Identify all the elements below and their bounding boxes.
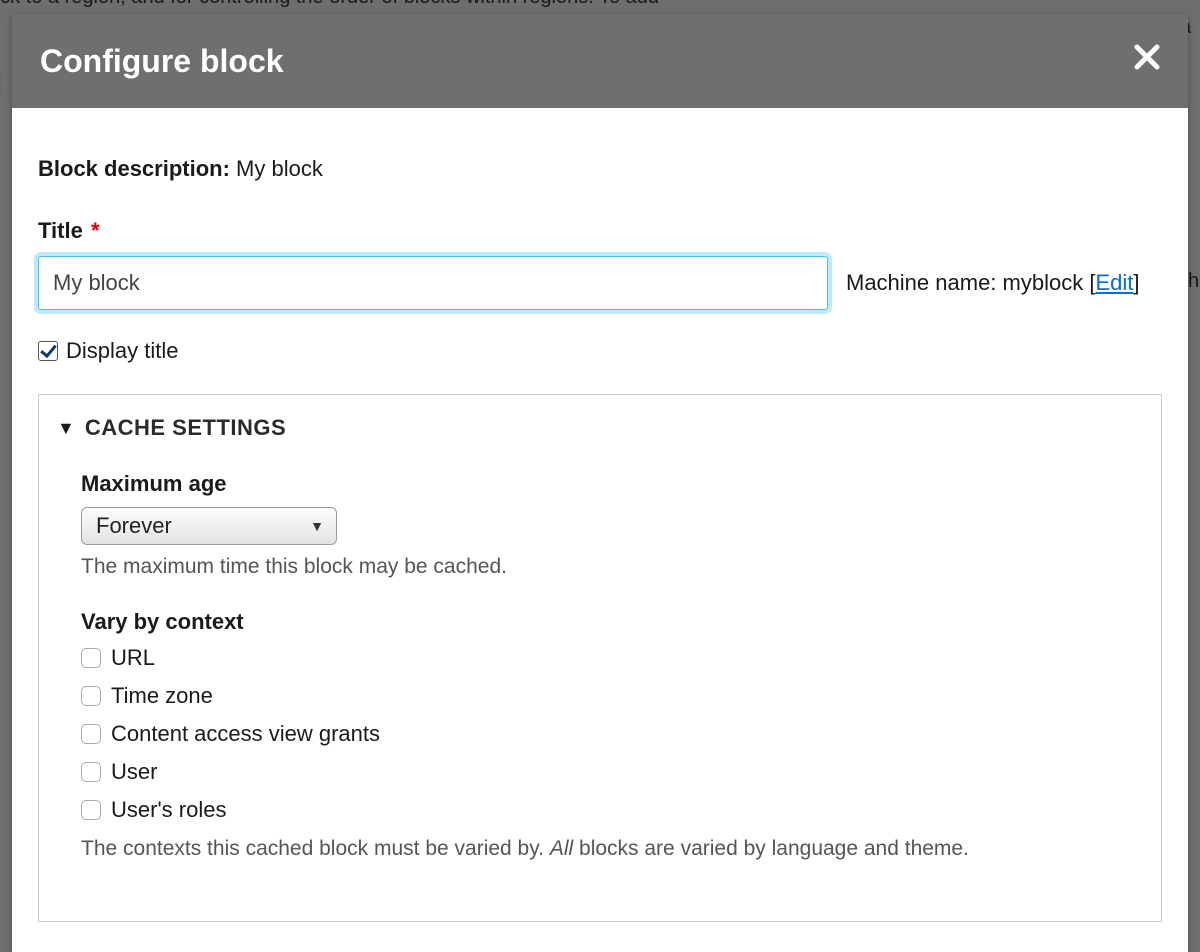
vary-by-context-list: URL Time zone Content access view grants [81, 645, 1119, 823]
block-description-label: Block description: [38, 156, 230, 181]
display-title-label: Display title [66, 338, 178, 364]
modal-title: Configure block [40, 43, 284, 80]
bg-text-frag-h: h [1188, 270, 1199, 293]
vary-by-context-label: Vary by context [81, 609, 1119, 635]
context-label-timezone: Time zone [111, 683, 213, 709]
max-age-selected-value: Forever [96, 513, 172, 539]
block-description-value: My block [236, 156, 323, 181]
collapse-triangle-icon: ▼ [57, 419, 75, 437]
bg-text-frag-t: t [0, 72, 1, 95]
cache-settings-summary-text: CACHE SETTINGS [85, 415, 286, 441]
context-label-url: URL [111, 645, 155, 671]
context-item-timezone[interactable]: Time zone [81, 683, 1119, 709]
context-checkbox-content-access[interactable] [81, 724, 101, 744]
modal-header: Configure block [12, 14, 1188, 108]
max-age-help: The maximum time this block may be cache… [81, 555, 1119, 579]
machine-name-value: myblock [1003, 270, 1084, 295]
cache-settings-summary[interactable]: ▼ CACHE SETTINGS [39, 395, 1161, 455]
title-label: Title * [38, 218, 1162, 244]
close-icon[interactable] [1134, 44, 1160, 78]
context-item-content-access[interactable]: Content access view grants [81, 721, 1119, 747]
context-label-user: User [111, 759, 157, 785]
display-title-row[interactable]: Display title [38, 338, 1162, 364]
title-input[interactable] [38, 256, 828, 310]
chevron-down-icon: ▼ [310, 518, 324, 534]
context-checkbox-user[interactable] [81, 762, 101, 782]
required-star: * [91, 218, 100, 243]
vary-by-context-help: The contexts this cached block must be v… [81, 837, 1119, 861]
display-title-checkbox[interactable] [38, 341, 58, 361]
machine-name-label: Machine name: [846, 270, 996, 295]
modal-backdrop: interface for adding a block to a region… [0, 0, 1200, 952]
max-age-label: Maximum age [81, 471, 1119, 497]
context-checkbox-users-roles[interactable] [81, 800, 101, 820]
machine-name-edit-link[interactable]: Edit [1095, 270, 1133, 295]
context-item-users-roles[interactable]: User's roles [81, 797, 1119, 823]
context-checkbox-timezone[interactable] [81, 686, 101, 706]
configure-block-modal: Configure block Block description: My bl… [12, 14, 1188, 952]
machine-name-row: Machine name: myblock [Edit] [846, 270, 1140, 296]
cache-settings-content: Maximum age Forever ▼ The maximum time t… [39, 455, 1161, 921]
context-label-users-roles: User's roles [111, 797, 226, 823]
block-description-row: Block description: My block [38, 156, 1162, 182]
context-label-content-access: Content access view grants [111, 721, 380, 747]
context-item-url[interactable]: URL [81, 645, 1119, 671]
context-item-user[interactable]: User [81, 759, 1119, 785]
max-age-select[interactable]: Forever ▼ [81, 507, 337, 545]
context-checkbox-url[interactable] [81, 648, 101, 668]
cache-settings-panel: ▼ CACHE SETTINGS Maximum age Forever ▼ T… [38, 394, 1162, 922]
bg-text-line1: interface for adding a block to a region… [0, 0, 659, 9]
modal-body: Block description: My block Title * Mach… [12, 108, 1188, 952]
